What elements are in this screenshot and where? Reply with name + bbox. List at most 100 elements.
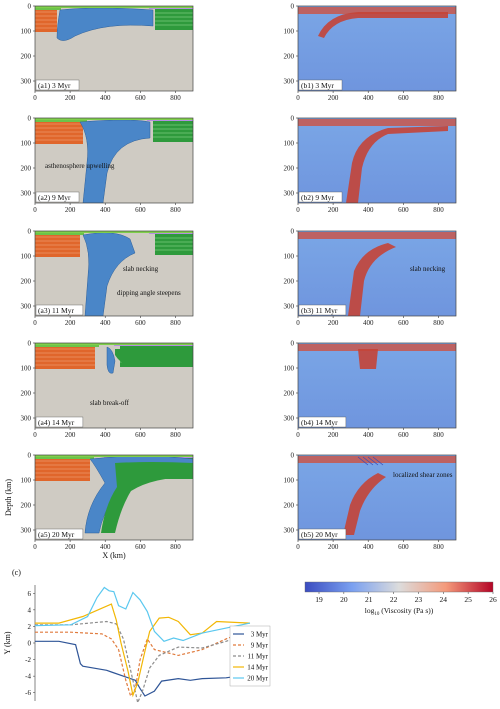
chart-legend: 3 Myr 9 Myr 11 Myr 14 Myr 20 Myr — [229, 625, 271, 687]
y-tick-label: 0 — [291, 115, 295, 123]
y-tick-label: 300 — [284, 303, 295, 311]
panel-content — [35, 343, 193, 428]
legend-entry: 3 Myr — [251, 631, 269, 639]
x-tick-label: 0 — [296, 431, 300, 439]
panel-label: (b2) 9 Myr — [301, 193, 334, 202]
x-tick-label: 200 — [65, 206, 76, 214]
panel-b2: 0 200 400 600 800 0 100 200 300 (b2) 9 Myr — [284, 115, 457, 214]
y-tick-label: 0 — [291, 340, 295, 348]
subducting-slab — [79, 119, 151, 203]
panel-label-box — [35, 79, 80, 91]
panel-content — [298, 118, 456, 203]
panel-a1: 0 200 400 600 800 0 100 200 300 (a1) 3 Myr — [21, 3, 194, 102]
y-tick-label: 100 — [284, 253, 295, 261]
panel-a2: 0 200 400 600 800 0 100 200 300 (a2) 9 Myr astheno… — [21, 115, 194, 214]
series-line-11-myr — [35, 620, 251, 705]
series-line-14-myr — [35, 603, 251, 698]
subducting-slab — [82, 232, 136, 316]
y-tick-label: 300 — [284, 415, 295, 423]
colorbar-tick-label: 22 — [390, 595, 398, 604]
x-tick-label: 400 — [363, 543, 374, 551]
panel-frame — [34, 5, 194, 92]
colorbar-tick-label: 25 — [464, 595, 472, 604]
x-tick-label: 0 — [33, 319, 37, 327]
panel-content — [35, 6, 193, 91]
chart-y-tick-label: 6 — [28, 590, 32, 598]
x-tick-label: 800 — [433, 94, 444, 102]
viscosity-field — [298, 455, 456, 540]
cold-slab — [343, 473, 386, 535]
x-tick-label: 200 — [65, 543, 76, 551]
x-tick-label: 200 — [328, 431, 339, 439]
y-tick-label: 0 — [28, 228, 32, 236]
x-tick-label: 200 — [65, 94, 76, 102]
x-tick-label: 800 — [433, 543, 444, 551]
y-tick-label: 300 — [284, 190, 295, 198]
panel-label: (b1) 3 Myr — [301, 81, 334, 90]
panel-frame — [297, 230, 457, 317]
surface-sediment — [35, 6, 193, 8]
x-tick-label: 200 — [328, 319, 339, 327]
y-tick-label: 0 — [28, 115, 32, 123]
annotation-b5: localized shear zones — [393, 471, 453, 479]
y-tick-label: 100 — [21, 28, 32, 36]
y-tick-label: 200 — [284, 278, 295, 286]
y-tick-label: 200 — [284, 53, 295, 61]
x-tick-label: 800 — [170, 206, 181, 214]
cold-slab — [358, 349, 378, 369]
colorbar-tick-label: 21 — [365, 595, 373, 604]
x-tick-label: 0 — [296, 206, 300, 214]
x-tick-label: 600 — [135, 206, 146, 214]
x-tick-label: 800 — [433, 431, 444, 439]
x-tick-label: 400 — [363, 94, 374, 102]
panel-label-box — [35, 191, 80, 203]
y-tick-label: 0 — [28, 340, 32, 348]
right-plate — [155, 233, 193, 255]
panel-b5: 0 200 400 600 800 0 100 200 300 (b5) 20 Myr locali… — [284, 452, 457, 551]
x-tick-label: 0 — [296, 543, 300, 551]
panel-b3: 0 200 400 600 800 0 100 200 300 (b3) 11 Myr slab n… — [284, 228, 457, 327]
x-tick-label: 600 — [398, 206, 409, 214]
x-tick-label: 800 — [170, 94, 181, 102]
strong-lithosphere — [298, 456, 456, 463]
surface-sediment — [35, 343, 193, 345]
x-tick-label: 600 — [398, 543, 409, 551]
colorbar-tick-label: 23 — [415, 595, 423, 604]
subducting-slab — [56, 7, 154, 41]
y-tick-label: 100 — [284, 365, 295, 373]
y-tick-label: 100 — [284, 477, 295, 485]
series-line-20-myr — [34, 586, 251, 642]
y-tick-label: 0 — [291, 228, 295, 236]
panel-label-group: (b1) 3 Myr — [298, 79, 343, 91]
panel-content — [35, 455, 193, 540]
right-plate-lower — [115, 349, 193, 367]
x-tick-label: 400 — [363, 206, 374, 214]
y-tick-label: 100 — [21, 477, 32, 485]
x-tick-label: 600 — [398, 319, 409, 327]
panel-label-group: (a4) 14 Myr — [35, 416, 84, 428]
x-tick-label: 600 — [398, 431, 409, 439]
shear-zone-line — [357, 456, 369, 466]
y-tick-label: 200 — [21, 502, 32, 510]
cold-slab — [318, 12, 448, 38]
chart-y-label: Y (km) — [3, 631, 12, 654]
panel-label-box — [298, 416, 347, 428]
y-tick-label: 200 — [21, 53, 32, 61]
x-tick-label: 600 — [135, 319, 146, 327]
panel-content — [298, 455, 456, 540]
y-tick-label: 300 — [284, 527, 295, 535]
viscosity-colorbar: 19 20 21 22 23 24 25 26 log10 (Viscosity (Pa s)) — [304, 581, 497, 617]
y-tick-label: 300 — [21, 527, 32, 535]
shear-zone-line — [362, 456, 374, 466]
x-tick-label: 400 — [100, 319, 111, 327]
surface-sediment — [35, 118, 193, 120]
panel-content — [35, 118, 193, 203]
surface-sediment — [35, 455, 193, 457]
panel-label-group: (a2) 9 Myr — [35, 191, 80, 203]
y-tick-label: 200 — [284, 390, 295, 398]
x-tick-label: 0 — [33, 431, 37, 439]
panel-label: (a3) 11 Myr — [38, 306, 74, 315]
x-tick-label: 400 — [363, 319, 374, 327]
y-tick-label: 300 — [284, 78, 295, 86]
